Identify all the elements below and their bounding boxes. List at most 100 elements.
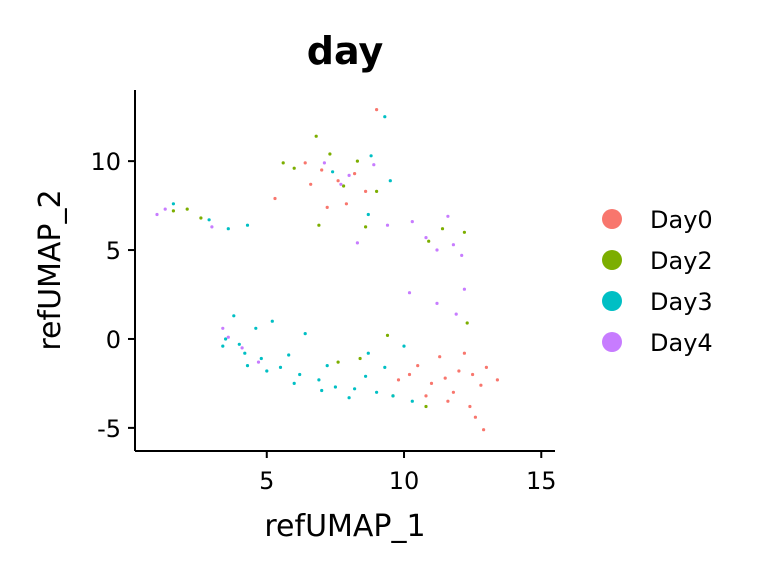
point-day3-27 bbox=[221, 344, 225, 348]
point-day3-33 bbox=[171, 202, 175, 206]
point-day2-15 bbox=[385, 333, 390, 337]
point-day4-5 bbox=[322, 161, 326, 165]
point-day2-6 bbox=[342, 184, 346, 188]
point-day3-12 bbox=[265, 369, 269, 373]
point-day3-22 bbox=[270, 319, 274, 323]
point-day2-20 bbox=[465, 321, 469, 325]
point-day4-0 bbox=[226, 335, 230, 339]
point-day4-6 bbox=[372, 163, 376, 167]
y-tick-label-0: -5 bbox=[97, 415, 121, 443]
point-day3-13 bbox=[292, 381, 296, 385]
point-day4-8 bbox=[424, 236, 428, 240]
point-day3-32 bbox=[366, 212, 370, 217]
point-day0-23 bbox=[344, 202, 348, 206]
point-day2-13 bbox=[199, 216, 203, 220]
point-day4-20 bbox=[454, 312, 458, 316]
point-day3-9 bbox=[391, 394, 395, 398]
point-day3-18 bbox=[364, 374, 368, 378]
point-day0-21 bbox=[309, 182, 313, 186]
point-day3-2 bbox=[259, 356, 263, 361]
point-day0-12 bbox=[446, 399, 450, 403]
point-day3-25 bbox=[366, 351, 370, 355]
point-day0-14 bbox=[424, 394, 428, 398]
y-axis-ticks: -5 0 5 10 bbox=[90, 148, 135, 443]
y-axis-label: refUMAP_2 bbox=[33, 189, 68, 350]
point-day0-3 bbox=[471, 372, 475, 377]
point-day0-5 bbox=[451, 390, 455, 394]
point-day2-2 bbox=[292, 166, 296, 170]
point-day3-14 bbox=[320, 388, 324, 393]
point-day4-11 bbox=[460, 253, 464, 257]
point-day2-17 bbox=[336, 360, 340, 364]
point-day4-19 bbox=[435, 301, 439, 305]
point-day2-0 bbox=[314, 134, 318, 138]
point-day3-30 bbox=[388, 179, 392, 183]
point-day2-12 bbox=[185, 207, 189, 211]
point-day0-17 bbox=[482, 428, 486, 432]
point-day4-17 bbox=[210, 225, 214, 229]
legend-key-day4 bbox=[602, 332, 622, 352]
point-day3-0 bbox=[224, 337, 228, 341]
chart-title: day bbox=[307, 29, 384, 73]
legend-key-day0 bbox=[602, 209, 622, 229]
point-day2-4 bbox=[355, 159, 359, 163]
y-tick-label-2: 5 bbox=[106, 237, 121, 265]
point-day3-17 bbox=[325, 364, 329, 368]
point-day0-20 bbox=[353, 172, 357, 176]
point-day4-18 bbox=[407, 291, 412, 295]
point-day3-19 bbox=[383, 365, 387, 369]
point-day2-1 bbox=[328, 152, 332, 156]
point-day2-16 bbox=[358, 356, 362, 361]
point-day0-13 bbox=[468, 404, 472, 409]
point-day3-1 bbox=[243, 351, 247, 355]
x-tick-label-1: 10 bbox=[389, 467, 420, 495]
point-day3-11 bbox=[237, 342, 241, 346]
point-day3-15 bbox=[347, 396, 351, 400]
point-day2-14 bbox=[171, 209, 175, 213]
point-day4-3 bbox=[256, 360, 261, 364]
point-day3-31 bbox=[331, 170, 335, 174]
legend-label-day3: Day3 bbox=[650, 288, 713, 316]
legend-key-day3 bbox=[602, 291, 622, 311]
legend: Day0 Day2 Day3 Day4 bbox=[602, 206, 713, 357]
point-day3-21 bbox=[232, 314, 236, 318]
point-day0-9 bbox=[462, 351, 466, 355]
point-day0-8 bbox=[438, 355, 442, 359]
y-tick-label-3: 10 bbox=[90, 148, 121, 176]
point-day4-7 bbox=[347, 173, 351, 177]
point-day2-7 bbox=[364, 225, 368, 229]
x-axis-label: refUMAP_1 bbox=[264, 509, 425, 544]
point-day0-11 bbox=[484, 365, 488, 369]
point-day3-7 bbox=[353, 387, 357, 391]
point-day4-4 bbox=[339, 182, 343, 186]
point-day3-24 bbox=[402, 344, 406, 348]
point-day3-35 bbox=[245, 223, 250, 227]
point-day3-20 bbox=[254, 326, 258, 330]
legend-label-day0: Day0 bbox=[650, 206, 713, 234]
point-day0-2 bbox=[429, 381, 434, 385]
point-day0-15 bbox=[495, 378, 499, 382]
point-day3-28 bbox=[383, 115, 387, 119]
point-day0-6 bbox=[479, 383, 483, 387]
legend-key-day2 bbox=[602, 250, 622, 270]
point-day4-10 bbox=[451, 243, 455, 247]
point-day4-16 bbox=[163, 207, 167, 211]
point-day3-5 bbox=[317, 378, 321, 382]
point-day0-4 bbox=[416, 364, 420, 368]
x-tick-label-0: 5 bbox=[259, 467, 274, 495]
point-day4-13 bbox=[385, 223, 390, 227]
x-tick-label-2: 15 bbox=[526, 467, 557, 495]
point-day3-26 bbox=[245, 364, 250, 368]
point-day3-3 bbox=[278, 365, 283, 369]
point-day4-2 bbox=[221, 326, 225, 330]
point-day3-10 bbox=[410, 399, 414, 403]
point-day0-18 bbox=[320, 168, 324, 172]
point-day2-9 bbox=[427, 239, 431, 243]
point-day0-10 bbox=[396, 378, 401, 382]
point-day0-24 bbox=[303, 161, 307, 165]
point-day3-36 bbox=[226, 227, 230, 231]
point-day0-25 bbox=[375, 108, 379, 112]
point-day0-1 bbox=[457, 369, 461, 373]
legend-label-day2: Day2 bbox=[650, 247, 713, 275]
point-day0-19 bbox=[336, 179, 340, 183]
